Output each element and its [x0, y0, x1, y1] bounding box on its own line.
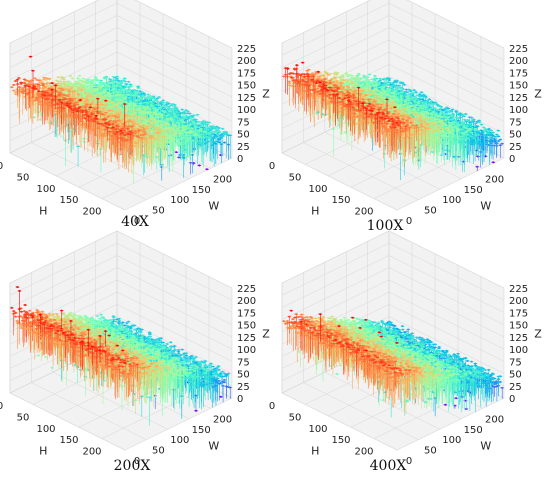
surface-cell: [75, 77, 81, 80]
surface-cell: [15, 83, 20, 86]
surface-cell: [126, 80, 131, 83]
surface-cell: [63, 83, 69, 86]
h-tick-label: 50: [17, 172, 30, 183]
h-tick-label: 150: [59, 195, 78, 206]
h-gridline: [101, 36, 210, 199]
surface-cell: [56, 76, 61, 79]
z-tick-label: 25: [237, 142, 250, 153]
surface-cell: [56, 80, 61, 83]
z-tick-label: 0: [237, 154, 243, 165]
surface-cell: [20, 88, 26, 91]
surface-cell: [16, 76, 22, 80]
z-tick-label: 50: [237, 130, 250, 141]
surface-cell: [86, 78, 91, 81]
z-tick-label: 75: [237, 117, 250, 128]
surface-cell: [22, 82, 27, 85]
surface-cell: [73, 80, 79, 83]
w-gridline: [52, 22, 168, 190]
surface-cell: [81, 77, 86, 80]
z-tick-label: 100: [237, 105, 256, 116]
z-tick-label: 225: [237, 44, 256, 55]
h-tick-label: 100: [36, 184, 55, 195]
surface-cell: [11, 83, 16, 86]
surface-cell: [15, 88, 20, 91]
h-axis-label: H: [39, 204, 47, 217]
surface-cell: [97, 81, 102, 84]
surface-cell: [102, 77, 108, 80]
surface-cell: [11, 89, 16, 92]
surface-cell: [17, 94, 22, 98]
surface-cell: [32, 77, 38, 80]
z-axis-label: Z: [262, 88, 270, 101]
surface-cell: [92, 78, 97, 81]
surface-cell: [121, 79, 126, 82]
surface-cell: [98, 79, 104, 82]
w-gridline: [31, 32, 147, 200]
surface-cell: [79, 79, 85, 82]
surface-cell: [111, 75, 116, 79]
z-gridline: [9, 0, 233, 49]
panel-100X: 0501001502000501001502000255075100125150…: [269, 0, 542, 234]
h-tick-label: 200: [82, 207, 101, 218]
w-tick-label: 50: [152, 206, 165, 217]
surface-cell: [77, 74, 82, 77]
z-tick-label: 175: [237, 68, 256, 79]
surface-cell: [27, 80, 33, 83]
w-axis-label: W: [208, 199, 219, 212]
surface-cell: [17, 85, 22, 89]
surface-cell: [36, 79, 42, 82]
z-tick-label: 150: [237, 81, 256, 92]
surface-cell: [19, 81, 24, 84]
surface-cell: [107, 78, 113, 81]
w-tick-label: 150: [192, 185, 211, 196]
surface-cell: [59, 76, 65, 79]
surface-cell: [9, 86, 15, 89]
surface-cell: [68, 75, 73, 78]
panel-40X: 0501001502000501001502000255075100125150…: [0, 0, 270, 230]
h-tick-label: 0: [0, 161, 3, 172]
surface-cell: [61, 78, 67, 81]
surface-cell: [58, 82, 63, 85]
surface-cell: [110, 79, 115, 82]
surface-cell: [19, 90, 24, 94]
surface-cell: [22, 85, 28, 89]
surface-cell: [44, 82, 49, 85]
z-tick-label: 125: [237, 93, 256, 104]
surface-cell: [122, 77, 127, 80]
surface-cell: [22, 78, 27, 81]
surface-cell: [15, 78, 20, 81]
w-tick-label: 200: [213, 174, 232, 185]
panel-caption: 40X: [121, 214, 149, 230]
surface-cell: [124, 83, 129, 86]
surface-cell: [115, 75, 120, 78]
surface-cell: [61, 80, 67, 83]
w-gridline: [9, 43, 126, 211]
surface: [9, 55, 233, 183]
z-tick-label: 200: [237, 56, 256, 67]
surface-cell: [54, 79, 59, 82]
surface-cell: [95, 79, 100, 82]
surface-cell: [66, 82, 72, 85]
surface-cell: [113, 78, 119, 81]
surface-cell: [45, 77, 50, 80]
surface-cell: [65, 80, 70, 83]
surface-cell: [70, 77, 75, 80]
surface-cell: [28, 83, 33, 86]
surface-cell: [22, 95, 28, 98]
surface-cell: [93, 76, 98, 79]
surface-cell: [41, 76, 47, 79]
surface-cell: [41, 78, 47, 81]
surface-cell: [87, 81, 92, 84]
surface-cell: [13, 93, 18, 96]
w-tick-label: 100: [170, 195, 189, 206]
